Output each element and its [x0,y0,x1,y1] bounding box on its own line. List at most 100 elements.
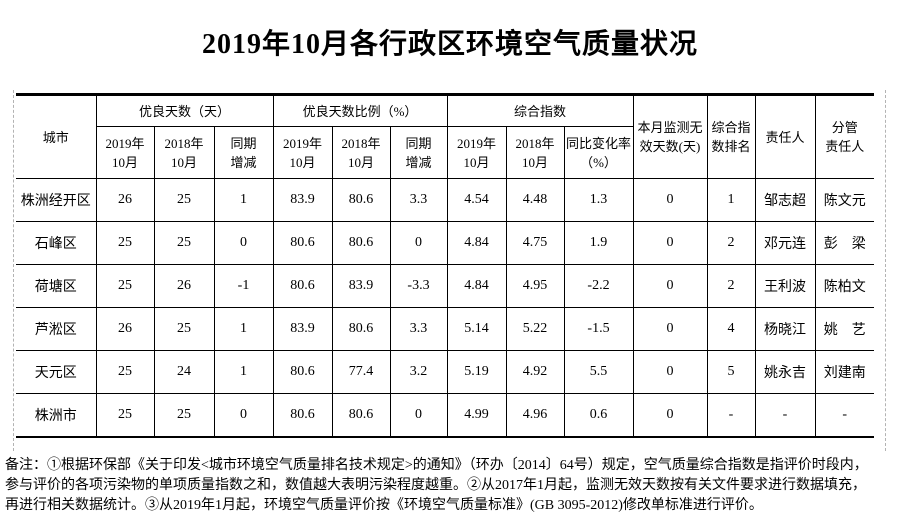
cell: 4.99 [446,393,507,437]
cell: 1.3 [563,178,634,222]
cell: -3.3 [389,264,448,308]
cell: 25 [153,307,215,351]
subheader-2018-oct: 2018年 10月 [331,126,391,179]
cell: 5.19 [446,350,507,394]
table-row: 荷塘区 25 26 -1 80.6 83.9 -3.3 4.84 4.95 -2… [16,264,875,308]
cell: 2 [706,264,756,308]
cell: 25 [153,178,215,222]
cell: 杨晓江 [754,307,816,351]
cell-district: 株洲市 [16,393,97,437]
cell: 25 [153,393,215,437]
cell: 25 [95,221,155,265]
cell: 1 [706,178,756,222]
cell: 陈柏文 [814,264,875,308]
subheader-2018-oct: 2018年 10月 [153,126,215,179]
subheader-2018-oct: 2018年 10月 [505,126,565,179]
cell: 3.2 [389,350,448,394]
cell: 80.6 [331,393,391,437]
footnote-line: 参与评价的各项污染物的单项质量指数之和，数值越大表明污染程度越重。②从2017年… [5,478,866,493]
cell: 4.54 [446,178,507,222]
cell: 26 [95,178,155,222]
cell: 25 [153,221,215,265]
cell: 5 [706,350,756,394]
cell: 彭 梁 [814,221,875,265]
subheader-2019-oct: 2019年 10月 [272,126,333,179]
cell: 0 [632,307,708,351]
cell: 0.6 [563,393,634,437]
cell-district: 荷塘区 [16,264,97,308]
cell: - [706,393,756,437]
cell: 1 [213,307,274,351]
header-responsible: 责任人 [754,94,816,179]
cell: 邓元连 [754,221,816,265]
cell: 80.6 [272,350,333,394]
cell: -2.2 [563,264,634,308]
cell: 0 [213,393,274,437]
cell: 5.22 [505,307,565,351]
subheader-2019-oct: 2019年 10月 [96,126,155,179]
cell: 25 [95,264,155,308]
subheader-period-change: 同期 增减 [389,126,448,179]
cell: 4.95 [505,264,565,308]
cell-district: 石峰区 [16,221,97,265]
cell: 4 [706,307,756,351]
cell: 3.3 [389,307,448,351]
cell: 25 [95,350,155,394]
cell: 5.14 [446,307,507,351]
cell: 4.48 [505,178,565,222]
header-rank: 综合指 数排名 [706,94,756,179]
cell: 1 [213,178,274,222]
table-row: 株洲经开区 26 25 1 83.9 80.6 3.3 4.54 4.48 1.… [16,178,875,222]
page-break-line-right [885,90,886,451]
subheader-yoy-rate: 同比变化率 （%） [563,126,634,179]
cell: 0 [632,350,708,394]
header-row-sub: 2019年 10月 2018年 10月 同期 增减 2019年 10月 2018… [16,126,874,179]
cell: 0 [632,393,708,437]
cell: 4.75 [505,221,565,265]
cell-district: 芦淞区 [16,307,97,351]
cell: 80.6 [331,221,391,265]
table-row: 芦淞区 26 25 1 83.9 80.6 3.3 5.14 5.22 -1.5… [16,307,875,351]
cell: 0 [632,264,708,308]
cell: 4.84 [446,221,507,265]
header-group-composite-index: 综合指数 [446,94,634,127]
cell: 王利波 [754,264,816,308]
cell: 83.9 [272,307,333,351]
cell: 80.6 [331,178,391,222]
air-quality-table: 城市 优良天数（天） 优良天数比例（%） 综合指数 本月监测无 效天数(天) 综… [16,93,875,438]
cell-district: 天元区 [16,350,97,394]
cell: 2 [706,221,756,265]
footnote-line: 备注：①根据环保部《关于印发<城市环境空气质量排名技术规定>的通知》（环办〔20… [5,458,868,473]
header-deputy: 分管 责任人 [814,94,875,179]
cell: 83.9 [331,264,391,308]
cell: 邹志超 [754,178,816,222]
subheader-period-change: 同期 增减 [213,126,274,179]
cell: 4.92 [505,350,565,394]
cell: 77.4 [331,350,391,394]
cell: 1.9 [563,221,634,265]
cell: -1 [213,264,274,308]
page-break-line-left [13,90,14,451]
cell: 80.6 [331,307,391,351]
footnotes: 备注：①根据环保部《关于印发<城市环境空气质量排名技术规定>的通知》（环办〔20… [5,456,898,516]
cell: 80.6 [272,264,333,308]
cell: 26 [95,307,155,351]
cell: 4.96 [505,393,565,437]
cell: 5.5 [563,350,634,394]
cell: 24 [153,350,215,394]
cell: 陈文元 [814,178,875,222]
cell: 1 [213,350,274,394]
header-group-good-ratio: 优良天数比例（%） [272,94,448,127]
page-title: 2019年10月各行政区环境空气质量状况 [201,29,698,60]
header-group-good-days: 优良天数（天） [95,94,274,127]
cell: 25 [95,393,155,437]
cell: 0 [389,393,448,437]
cell: 0 [213,221,274,265]
cell: 0 [632,178,708,222]
cell: 4.84 [446,264,507,308]
header-invalid-days: 本月监测无 效天数(天) [632,94,708,179]
header-city: 城市 [16,94,97,179]
cell: 姚 艺 [814,307,875,351]
cell: 0 [632,221,708,265]
